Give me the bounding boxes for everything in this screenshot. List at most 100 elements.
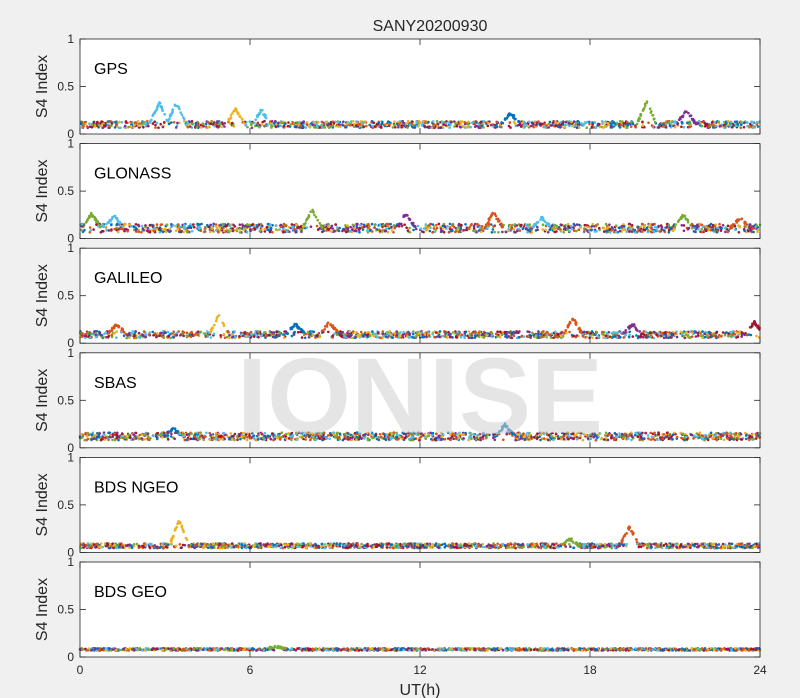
data-point [152, 112, 155, 116]
data-point [577, 223, 581, 227]
data-point [588, 120, 591, 124]
data-point [705, 334, 709, 338]
data-point [511, 223, 514, 227]
data-point [740, 217, 743, 221]
data-point [575, 223, 579, 226]
data-point [124, 332, 128, 336]
data-point [266, 124, 269, 127]
data-point [216, 120, 219, 123]
data-point [729, 124, 733, 127]
data-point [571, 317, 574, 321]
data-point [536, 225, 539, 229]
data-point [743, 229, 746, 233]
data-point [524, 227, 528, 231]
data-point [96, 224, 100, 228]
data-point [297, 226, 300, 229]
y-axis-label: S4 Index [34, 55, 51, 118]
data-point [274, 224, 278, 227]
data-point [737, 218, 741, 221]
data-point [715, 330, 719, 334]
data-point [260, 224, 264, 228]
y-tick-label: 1 [67, 32, 74, 46]
data-point [221, 321, 224, 325]
data-point [507, 229, 511, 233]
data-point [199, 126, 203, 129]
data-point [606, 438, 610, 442]
data-point [386, 120, 390, 123]
data-point [731, 225, 735, 228]
data-point [467, 120, 470, 124]
data-point [293, 330, 297, 334]
data-point [370, 119, 374, 123]
data-point [111, 438, 114, 442]
data-point [703, 227, 707, 231]
data-point [459, 336, 463, 339]
data-point [296, 324, 299, 328]
data-point [645, 100, 649, 103]
data-point [302, 120, 306, 123]
data-point [639, 113, 642, 116]
data-point [689, 114, 693, 117]
scatter-points [78, 314, 761, 340]
data-point [312, 210, 315, 214]
data-point [125, 336, 128, 340]
data-point [273, 120, 277, 123]
data-point [493, 230, 496, 234]
data-point [756, 228, 760, 232]
data-point [755, 224, 758, 227]
data-point [221, 123, 225, 126]
data-point [128, 223, 131, 226]
data-point [585, 330, 589, 334]
data-point [110, 122, 114, 125]
data-point [168, 227, 172, 231]
data-point [618, 229, 622, 233]
data-point [738, 330, 742, 334]
data-point [433, 230, 437, 234]
data-point [301, 225, 305, 228]
data-point [222, 324, 226, 328]
data-point [721, 224, 725, 227]
data-point [540, 215, 544, 219]
data-point [634, 326, 637, 329]
data-point [630, 227, 633, 230]
data-point [441, 121, 444, 125]
data-point [164, 230, 168, 234]
data-point [325, 120, 329, 124]
data-point [575, 126, 579, 129]
data-point [717, 335, 720, 339]
data-point [152, 334, 155, 337]
data-point [712, 230, 716, 233]
data-point [83, 334, 87, 338]
data-point [574, 122, 578, 126]
data-point [651, 223, 654, 227]
data-point [682, 224, 686, 227]
data-point [238, 231, 242, 234]
data-point [542, 219, 546, 222]
data-point [270, 124, 273, 127]
data-point [164, 331, 167, 335]
data-point [479, 120, 483, 124]
data-point [388, 123, 391, 126]
data-point [262, 331, 266, 334]
data-point [322, 229, 325, 233]
data-point [624, 333, 627, 337]
data-point [474, 331, 477, 335]
data-point [278, 228, 281, 231]
data-point [437, 222, 441, 226]
data-point [431, 231, 434, 234]
data-point [673, 228, 676, 231]
data-point [102, 230, 105, 233]
data-point [551, 224, 554, 227]
data-point [481, 229, 485, 233]
data-point [117, 438, 120, 442]
data-point [88, 231, 92, 234]
figure-title: SANY20200930 [373, 18, 488, 35]
data-point [428, 223, 431, 227]
data-point [228, 336, 231, 340]
data-point [528, 330, 531, 334]
data-point [144, 335, 147, 339]
data-point [612, 330, 615, 334]
data-point [122, 330, 126, 334]
data-point [448, 222, 452, 226]
